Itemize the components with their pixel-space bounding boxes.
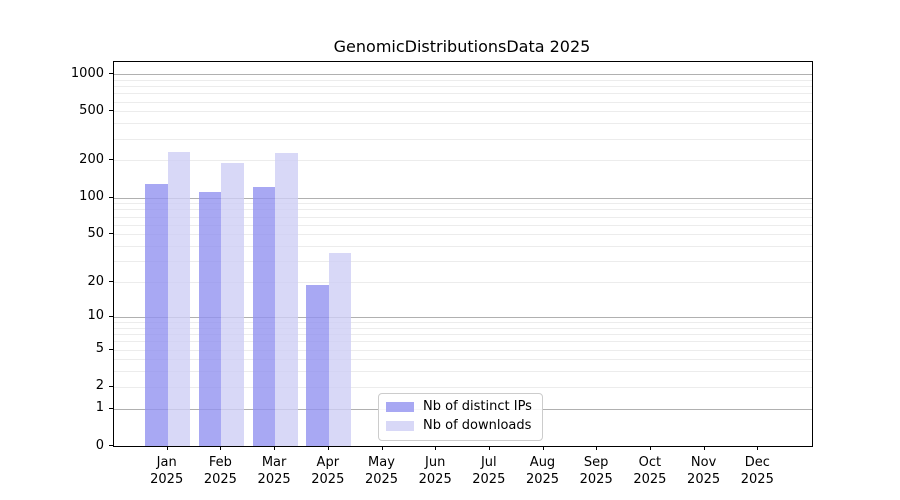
y-tick-mark-50: [109, 233, 113, 235]
x-tick-mark-apr: [327, 446, 329, 450]
x-tick-label-jun: Jun 2025: [418, 455, 452, 487]
bar-distinct-ips-feb: [198, 192, 222, 446]
gridline-major-10: [114, 316, 812, 318]
legend-item-distinct-ips: Nb of distinct IPs: [386, 400, 532, 414]
bar-downloads-jan: [167, 151, 191, 446]
legend: Nb of distinct IPs Nb of downloads: [378, 393, 543, 441]
gridline-minor-800: [114, 86, 812, 87]
gridline-minor-30: [114, 261, 812, 263]
gridline-minor-50: [114, 234, 812, 236]
gridline-minor-20: [114, 282, 812, 284]
y-tick-mark-2: [109, 385, 113, 387]
y-tick-mark-20: [109, 281, 113, 283]
gridline-minor-200: [114, 160, 812, 162]
y-tick-mark-1: [109, 407, 113, 409]
y-tick-label-200: 200: [79, 151, 104, 167]
x-tick-mark-mar: [274, 446, 276, 450]
y-tick-label-5: 5: [95, 341, 104, 356]
gridline-minor-40: [114, 246, 812, 247]
gridline-minor-90: [114, 203, 812, 205]
bar-distinct-ips-apr: [306, 284, 329, 446]
bar-downloads-apr: [328, 253, 352, 446]
y-tick-label-1000: 1000: [70, 65, 104, 81]
bar-distinct-ips-jan: [145, 183, 168, 446]
x-tick-mark-jan: [166, 446, 168, 450]
x-tick-mark-dec: [757, 446, 759, 450]
gridline-minor-7: [114, 334, 812, 335]
x-tick-label-sep: Sep 2025: [579, 455, 613, 487]
y-tick-mark-200: [109, 159, 113, 161]
x-tick-mark-aug: [542, 446, 544, 450]
x-tick-label-may: May 2025: [364, 455, 399, 487]
y-tick-label-2: 2: [95, 378, 104, 394]
bar-distinct-ips-mar: [252, 187, 276, 446]
x-tick-label-oct: Oct 2025: [633, 455, 667, 487]
legend-swatch-downloads: [386, 421, 414, 431]
gridline-minor-9: [114, 322, 812, 323]
gridline-minor-700: [114, 93, 812, 95]
gridline-minor-2: [114, 386, 812, 388]
x-tick-label-dec: Dec 2025: [740, 455, 774, 487]
gridline-minor-400: [114, 123, 812, 125]
gridline-minor-300: [114, 138, 812, 140]
y-tick-mark-0: [109, 445, 113, 446]
gridline-minor-4: [114, 359, 812, 361]
y-tick-mark-100: [109, 196, 113, 198]
gridline-major-1000: [114, 74, 812, 75]
y-tick-mark-10: [109, 315, 113, 317]
y-tick-mark-500: [109, 110, 113, 112]
x-tick-label-nov: Nov 2025: [687, 455, 721, 487]
gridline-minor-600: [114, 101, 812, 103]
y-tick-label-50: 50: [87, 225, 104, 241]
gridline-major-100: [114, 197, 812, 199]
gridline-minor-6: [114, 341, 812, 343]
gridline-minor-8: [114, 327, 812, 329]
legend-item-downloads: Nb of downloads: [386, 419, 532, 433]
bar-downloads-feb: [221, 162, 244, 446]
gridline-minor-900: [114, 79, 812, 81]
gridline-minor-500: [114, 111, 812, 113]
gridline-minor-80: [114, 209, 812, 211]
gridline-minor-60: [114, 224, 812, 226]
y-tick-label-100: 100: [79, 189, 104, 204]
x-tick-label-aug: Aug 2025: [525, 455, 560, 487]
x-tick-mark-sep: [596, 446, 598, 450]
plot-area: [113, 61, 813, 447]
legend-label-distinct-ips: Nb of distinct IPs: [423, 399, 532, 414]
y-tick-mark-1000: [109, 73, 113, 74]
y-tick-label-20: 20: [87, 273, 104, 289]
gridline-minor-3: [114, 371, 812, 373]
y-tick-label-1: 1: [95, 400, 104, 416]
x-tick-label-feb: Feb 2025: [203, 455, 237, 487]
x-tick-label-jul: Jul 2025: [472, 455, 506, 487]
legend-swatch-distinct-ips: [386, 402, 414, 412]
bar-downloads-mar: [275, 152, 298, 446]
x-tick-mark-nov: [703, 446, 705, 450]
chart-title: GenomicDistributionsData 2025: [333, 37, 591, 56]
gridline-minor-70: [114, 216, 812, 218]
y-tick-label-500: 500: [79, 102, 104, 118]
x-tick-mark-oct: [649, 446, 651, 450]
x-tick-mark-feb: [220, 446, 222, 450]
x-tick-mark-jun: [435, 446, 437, 450]
x-tick-label-jan: Jan 2025: [150, 455, 184, 487]
x-tick-mark-jul: [488, 446, 490, 450]
x-tick-mark-may: [381, 446, 383, 450]
x-tick-label-mar: Mar 2025: [257, 455, 291, 487]
gridline-minor-5: [114, 349, 812, 351]
y-tick-label-10: 10: [87, 308, 104, 324]
legend-label-downloads: Nb of downloads: [423, 418, 532, 433]
y-tick-label-0: 0: [95, 437, 104, 453]
y-tick-mark-5: [109, 348, 113, 350]
x-tick-label-apr: Apr 2025: [311, 455, 345, 487]
